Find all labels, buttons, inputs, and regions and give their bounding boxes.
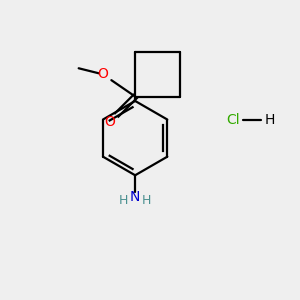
Text: Cl: Cl (226, 113, 240, 127)
Text: O: O (97, 67, 108, 81)
Text: H: H (264, 113, 275, 127)
Text: N: N (130, 190, 140, 204)
Text: H: H (142, 194, 151, 207)
Text: H: H (119, 194, 128, 207)
Text: O: O (104, 115, 115, 129)
